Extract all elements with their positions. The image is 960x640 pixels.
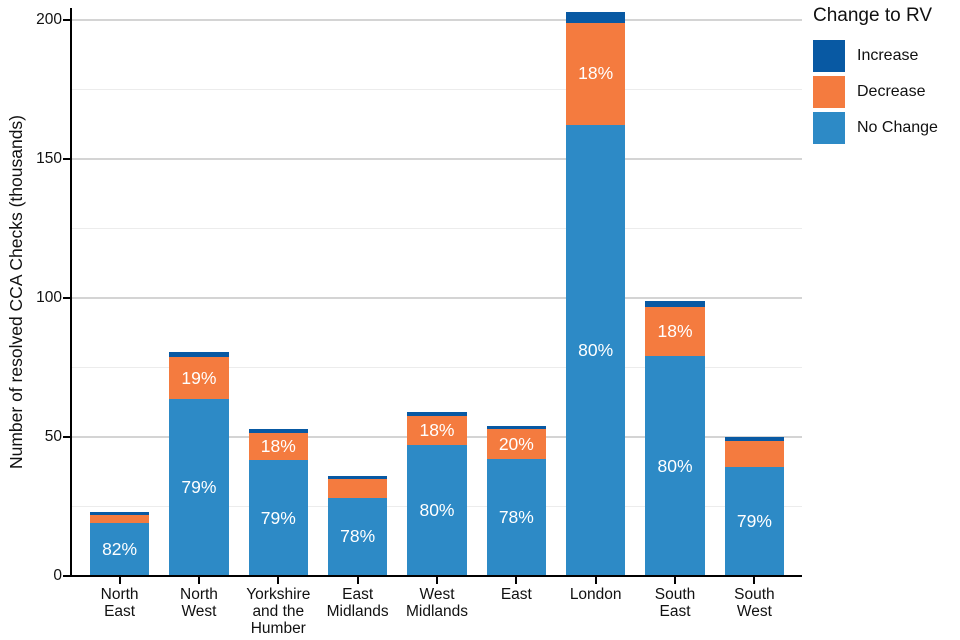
x-tick [197,577,200,584]
x-tick-label: West Midlands [405,586,469,620]
bar-segment-increase [565,12,626,24]
x-tick [753,577,756,584]
legend-item-label: Decrease [857,83,926,100]
bar-segment-label: 80% [578,339,614,360]
bar-segment-decrease [486,429,547,460]
bar-segment-increase [89,512,150,516]
bar-segment-no-change [327,497,388,576]
y-tick-label: 200 [36,11,62,28]
bar-segment-decrease [89,515,150,524]
x-tick [594,577,597,584]
bar-segment-label: 79% [260,507,296,528]
gridline-minor [72,89,802,90]
bar-segment-label: 19% [181,367,217,388]
y-tick-label: 50 [44,428,62,445]
bar-segment-no-change [486,459,547,576]
x-tick-label: Yorkshire and the Humber [246,586,311,637]
x-tick-label: East Midlands [326,586,389,620]
bar-segment-label: 79% [736,510,772,531]
bar-segment-decrease [724,441,785,467]
bar-segment-label: 79% [181,477,217,498]
x-tick [118,577,121,584]
bar-segment-label: 20% [498,433,534,454]
bar-segment-increase [248,429,309,434]
legend-item-label: Increase [857,47,919,64]
bar-segment-increase [407,412,467,416]
x-tick-label: London [569,586,622,603]
x-axis-line [70,575,802,577]
y-tick-label: 100 [36,289,62,306]
bar-segment-increase [645,301,705,308]
x-tick-label: South West [734,586,775,620]
x-tick [674,577,677,584]
legend: Change to RV Increase Decrease No Change [813,5,938,148]
bar-segment-increase [724,437,785,442]
x-tick [277,577,280,584]
gridline-major [72,158,802,160]
y-tick [63,575,70,577]
bar-segment-no-change [724,466,785,576]
legend-item: Increase [813,40,938,72]
legend-items: Increase Decrease No Change [813,40,938,144]
bar-segment-label: 18% [260,436,296,457]
x-tick-label: East [500,586,532,603]
bar-segment-no-change [407,445,467,576]
x-tick [436,577,438,584]
bar-segment-decrease [327,478,388,498]
bar-segment-no-change [169,399,229,576]
legend-item: No Change [813,112,938,144]
y-tick [63,297,70,299]
legend-item: Decrease [813,76,938,108]
bar-segment-label: 18% [657,321,693,342]
bar-segment-decrease [169,356,229,400]
y-tick [63,436,70,438]
bar-segment-increase [327,475,388,479]
y-tick-label: 150 [36,150,62,167]
bar-segment-no-change [248,460,309,576]
legend-item-label: No Change [857,119,938,136]
y-tick [63,158,70,160]
legend-title: Change to RV [813,5,933,26]
bar-segment-label: 18% [419,420,455,441]
legend-swatch [813,112,845,144]
bar-segment-no-change [89,523,150,576]
bar-segment-decrease [248,433,309,461]
gridline-minor [72,367,802,368]
bar-segment-label: 80% [657,455,693,476]
y-tick [63,19,70,21]
gridline-major [72,19,802,21]
bar-segment-label: 80% [419,500,455,521]
gridline-minor [72,228,802,229]
bar-segment-decrease [645,307,705,357]
bar-segment-no-change [565,124,626,576]
y-axis-line [70,8,72,577]
x-tick [515,577,518,584]
bar-segment-no-change [645,356,705,576]
x-tick [356,577,359,584]
bar-segment-label: 82% [102,539,138,560]
gridline-major [72,297,802,299]
bar-segment-label: 78% [340,526,376,547]
x-tick-label: North West [180,586,218,620]
legend-swatch [813,40,845,72]
bar-segment-label: 18% [578,63,614,84]
bar-segment-decrease [565,23,626,125]
x-tick-label: South East [654,586,696,620]
bar-segment-increase [169,351,229,357]
legend-swatch [813,76,845,108]
bar-segment-increase [486,426,547,430]
bar-segment-decrease [407,415,467,446]
y-tick-label: 0 [53,567,62,584]
x-tick-label: North East [100,586,139,620]
bar-segment-label: 78% [498,507,534,528]
